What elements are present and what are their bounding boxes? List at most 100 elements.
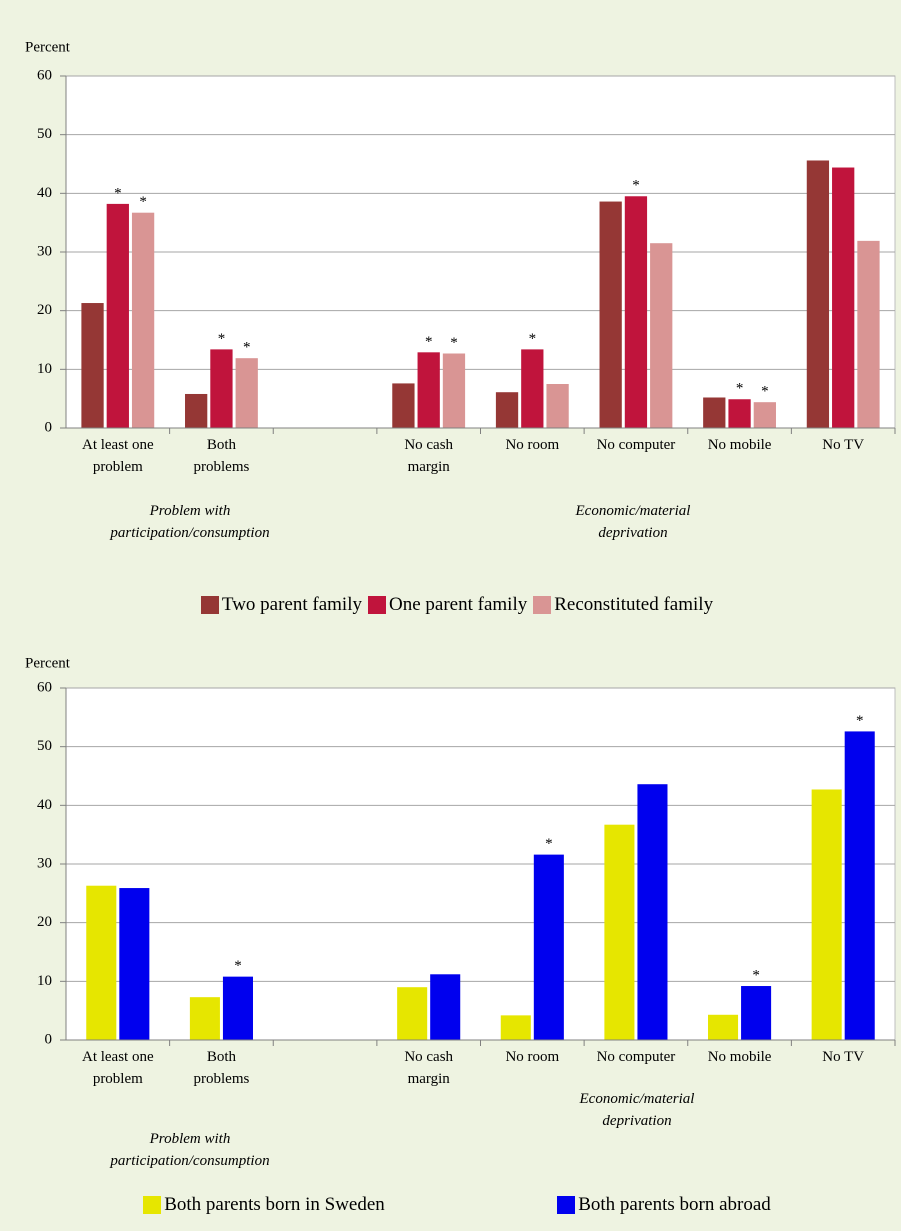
bar	[106, 203, 129, 428]
significance-marker: *	[529, 331, 537, 347]
bar	[392, 383, 415, 428]
x-tick-label: No TV	[822, 437, 865, 453]
x-tick-label: At least one problem	[81, 437, 154, 475]
text-box: At least one problem	[81, 437, 154, 475]
significance-marker: *	[761, 384, 769, 400]
legend-item: Reconstituted family	[533, 594, 719, 616]
text-box: No room	[505, 1049, 560, 1065]
x-tick-label: No mobile	[707, 1049, 772, 1065]
legend-item: Both parents born in Sweden	[143, 1194, 391, 1216]
bar	[832, 167, 855, 428]
bar	[210, 349, 233, 428]
bar	[728, 399, 751, 428]
bar	[624, 196, 648, 428]
bar	[604, 824, 635, 1040]
y-tick-label: 60	[37, 679, 52, 695]
bar	[131, 212, 155, 428]
bar	[500, 1015, 531, 1040]
significance-marker: *	[856, 713, 864, 729]
bar	[533, 854, 564, 1040]
y-tick-label: 20	[37, 302, 52, 318]
text-box: No room	[505, 437, 559, 453]
y-tick-label: 50	[37, 126, 52, 142]
text-box: No TV	[822, 437, 865, 453]
legend-label: One parent family	[389, 594, 528, 615]
legend-item: Both parents born abroad	[557, 1194, 777, 1216]
bar	[637, 784, 668, 1040]
legend: Both parents born in Sweden Both parents …	[60, 1190, 860, 1220]
x-tick-label: No cash margin	[404, 437, 454, 475]
group-label: Economic/material deprivation	[579, 1091, 695, 1129]
bar	[495, 392, 519, 428]
x-tick-label: At least one problem	[81, 1049, 154, 1087]
x-tick-label: No room	[505, 1049, 560, 1065]
legend-item: One parent family	[368, 594, 533, 616]
text-box: Both problems	[193, 437, 250, 475]
legend-swatch	[533, 596, 552, 614]
bar	[442, 353, 466, 428]
x-tick-label: Both problems	[193, 1049, 250, 1087]
bar	[703, 397, 726, 428]
bar	[546, 384, 569, 428]
legend-swatch	[200, 596, 219, 614]
bar	[189, 997, 220, 1040]
bar	[708, 1014, 739, 1040]
significance-marker: *	[234, 958, 242, 974]
bar	[430, 974, 461, 1040]
bar	[397, 987, 428, 1040]
x-tick-label: No TV	[822, 1049, 865, 1065]
bar	[806, 160, 830, 429]
significance-marker: *	[450, 335, 458, 351]
text-box: No mobile	[707, 1049, 772, 1065]
significance-marker: *	[218, 331, 226, 347]
significance-marker: *	[736, 381, 744, 397]
y-tick-label: 40	[37, 797, 52, 813]
bar	[222, 976, 253, 1040]
group-label: Economic/material deprivation	[575, 503, 691, 541]
group-label: Problem with participation/consumption	[110, 1131, 270, 1169]
text-box: Both problems	[193, 1049, 250, 1087]
group-label: Problem with participation/consumption	[110, 503, 270, 541]
text-box: At least one problem	[81, 1049, 154, 1087]
legend-swatch	[368, 596, 386, 614]
x-tick-label: No computer	[596, 1049, 676, 1065]
y-tick-label: 50	[37, 738, 52, 754]
text-box: Economic/material deprivation	[575, 503, 691, 541]
y-tick-label: 30	[37, 243, 52, 259]
x-tick-label: Both problems	[193, 437, 250, 475]
significance-marker: *	[114, 185, 122, 201]
legend-label: Two parent family	[221, 594, 362, 615]
y-axis-label: Percent	[25, 655, 71, 671]
bar	[741, 986, 772, 1040]
bar	[857, 240, 880, 428]
x-tick-label: No mobile	[707, 437, 772, 453]
text-box: No TV	[822, 1049, 865, 1065]
text-box: Two parent family One parent family Recons…	[60, 590, 860, 620]
legend-swatch	[557, 1196, 576, 1214]
y-tick-label: 10	[37, 361, 52, 377]
bar	[811, 789, 842, 1040]
text-box: No computer	[596, 1049, 676, 1065]
legend-label: Reconstituted family	[554, 594, 714, 615]
y-tick-label: 20	[37, 914, 52, 930]
legend-label: Both parents born in Sweden	[164, 1194, 385, 1215]
significance-marker: *	[632, 178, 640, 194]
significance-marker: *	[139, 194, 147, 210]
bar	[599, 201, 622, 428]
bar	[753, 402, 776, 428]
legend-item: Two parent family	[200, 594, 368, 616]
y-tick-label: 30	[37, 855, 52, 871]
text-box: Economic/material deprivation	[579, 1091, 695, 1129]
y-tick-label: 60	[37, 67, 52, 83]
legend: Two parent family One parent family Recons…	[60, 590, 860, 620]
bar	[417, 352, 440, 428]
text-box: No cash margin	[404, 437, 454, 475]
bar	[844, 731, 875, 1040]
bar	[86, 885, 117, 1040]
y-axis-label: Percent	[25, 39, 71, 55]
bar	[521, 349, 544, 428]
y-tick-label: 0	[45, 419, 53, 435]
text-box: Both parents born in Sweden Both parents …	[60, 1190, 860, 1220]
